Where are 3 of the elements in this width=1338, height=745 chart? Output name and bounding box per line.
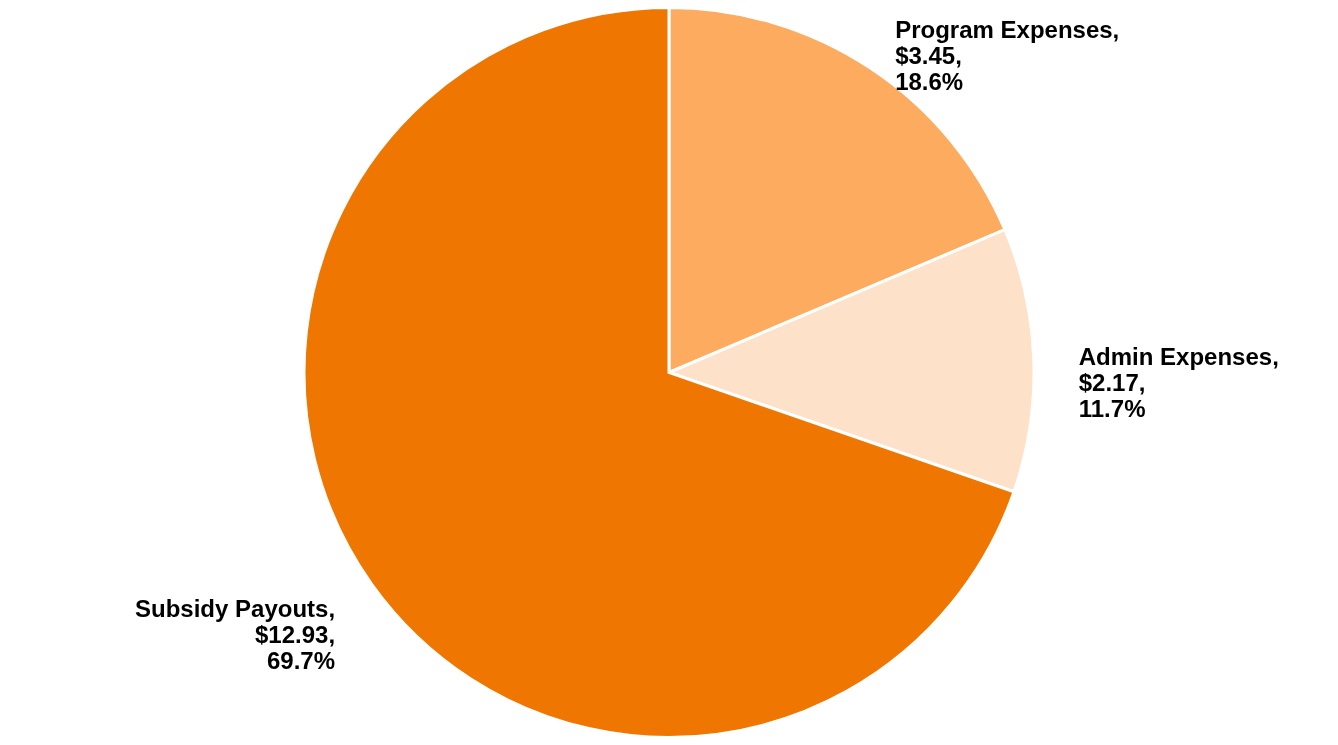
slice-label: Subsidy Payouts, $12.93, 69.7%	[135, 595, 336, 675]
slice-label: Admin Expenses, $2.17, 11.7%	[1078, 343, 1279, 423]
slice-label: Program Expenses, $3.45, 18.6%	[895, 15, 1120, 95]
